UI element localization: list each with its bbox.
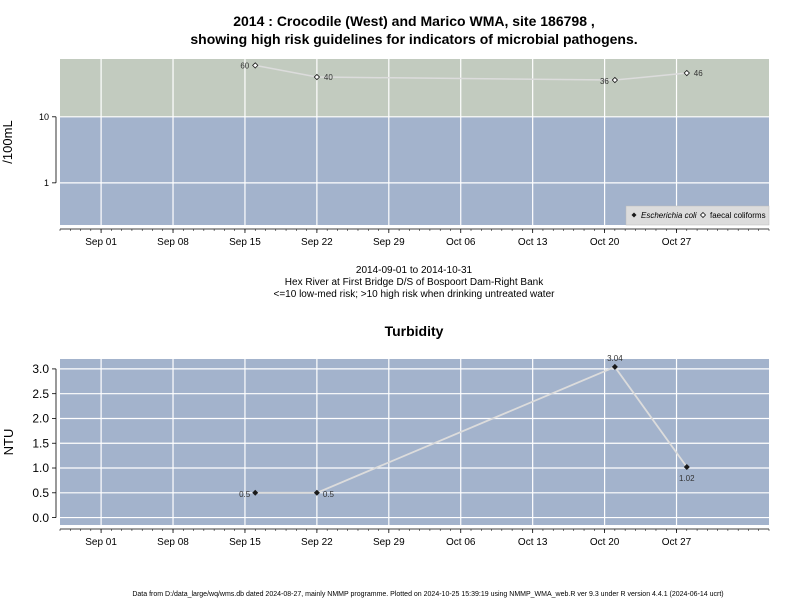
turbidity-y-tick-label: 2.0 <box>32 412 49 426</box>
legend-faecal-marker <box>699 211 707 219</box>
turbidity-point <box>313 489 320 496</box>
turbidity-y-tick-label: 2.5 <box>32 387 49 401</box>
microbial-x-tick-label: Sep 15 <box>229 237 261 248</box>
microbial-grid <box>60 59 769 225</box>
legend-ecoli-marker <box>631 212 637 218</box>
microbial-x-tick-label: Oct 27 <box>662 237 692 248</box>
turbidity-title: Turbidity <box>385 323 444 339</box>
faecal-coliforms-data-label: 46 <box>694 69 703 78</box>
caption-risk-note: <=10 low-med risk; >10 high risk when dr… <box>274 289 556 300</box>
turbidity-x-tick-label: Oct 06 <box>446 537 476 548</box>
turbidity-grid <box>60 359 769 525</box>
microbial-x-tick-label: Sep 22 <box>301 237 333 248</box>
footer-note: Data from D:/data_large/wq/wms.db dated … <box>132 591 723 598</box>
faecal-coliforms-data-label: 40 <box>324 73 333 82</box>
turbidity-y-tick-label: 0.5 <box>32 486 49 500</box>
turbidity-y-tick-label: 0.0 <box>32 511 49 525</box>
faecal-coliforms-point <box>611 76 619 84</box>
turbidity-x-tick-label: Oct 20 <box>590 537 620 548</box>
turbidity-y-tick-label: 1.5 <box>32 436 49 450</box>
turbidity-data-label: 1.02 <box>679 474 695 483</box>
turbidity-x-tick-label: Oct 27 <box>662 537 692 548</box>
faecal-coliforms-data-label: 36 <box>600 77 609 86</box>
microbial-x-tick-label: Oct 20 <box>590 237 620 248</box>
microbial-y-tick-label: 10 <box>39 112 49 122</box>
microbial-chart: Sep 01 Sep 08 Sep 15 Sep 22 Sep 29 Oct 06 Oct … <box>0 59 770 248</box>
turbidity-point <box>683 464 690 471</box>
turbidity-y-tick-label: 3.0 <box>32 362 49 376</box>
turbidity-y-tick-label: 1.0 <box>32 461 49 475</box>
turbidity-point <box>611 363 618 370</box>
faecal-coliforms-point <box>683 69 690 77</box>
main-title-line1: 2014 : Crocodile (West) and Marico WMA, … <box>233 13 595 29</box>
microbial-y-tick-label: 1 <box>44 178 49 188</box>
legend-box <box>625 205 770 226</box>
turbidity-data-label: 0.5 <box>239 490 251 499</box>
high-risk-band <box>60 59 769 117</box>
microbial-x-tick-label: Oct 06 <box>446 237 476 248</box>
main-title-line2: showing high risk guidelines for indicat… <box>190 31 637 47</box>
microbial-x-tick-label: Sep 08 <box>157 237 189 248</box>
caption-date-range: 2014-09-01 to 2014-10-31 <box>356 265 473 276</box>
microbial-legend: Escherichia coli faecal coliforms <box>625 205 770 226</box>
microbial-y-axis-label: /100mL <box>0 120 15 163</box>
microbial-x-tick-label: Sep 01 <box>85 237 117 248</box>
turbidity-marks: 0.5 0.5 3.04 1.02 <box>239 354 695 499</box>
caption-site-name: Hex River at First Bridge D/S of Bospoor… <box>285 277 544 288</box>
legend-ecoli-label: Escherichia coli <box>641 211 697 220</box>
turbidity-chart: Sep 01 Sep 08 Sep 15 Sep 22 Sep 29 Oct 06 Oct … <box>1 354 770 548</box>
faecal-coliforms-point <box>313 73 321 81</box>
turbidity-x-tick-label: Sep 22 <box>301 537 333 548</box>
faecal-coliforms-point <box>252 62 259 69</box>
turbidity-x-tick-label: Sep 29 <box>373 537 405 548</box>
turbidity-x-tick-label: Sep 08 <box>157 537 189 548</box>
legend-faecal-label: faecal coliforms <box>710 211 766 220</box>
turbidity-plot-background <box>60 359 769 525</box>
microbial-marks: 60 40 36 46 <box>240 61 703 86</box>
turbidity-data-label: 0.5 <box>323 490 335 499</box>
turbidity-point <box>252 489 259 496</box>
turbidity-y-axis-label: NTU <box>1 429 16 456</box>
turbidity-line <box>255 365 688 494</box>
microbial-x-tick-label: Sep 29 <box>373 237 405 248</box>
turbidity-x-tick-label: Oct 13 <box>518 537 548 548</box>
faecal-coliforms-line <box>255 64 687 81</box>
turbidity-data-label: 3.04 <box>607 354 623 363</box>
faecal-coliforms-data-label: 60 <box>240 61 249 70</box>
turbidity-axes: Sep 01 Sep 08 Sep 15 Sep 22 Sep 29 Oct 06 Oct … <box>32 362 770 548</box>
turbidity-x-tick-label: Sep 01 <box>85 537 117 548</box>
microbial-x-tick-label: Oct 13 <box>518 237 548 248</box>
turbidity-x-tick-label: Sep 15 <box>229 537 261 548</box>
microbial-axes: Sep 01 Sep 08 Sep 15 Sep 22 Sep 29 Oct 06 Oct … <box>39 112 770 248</box>
